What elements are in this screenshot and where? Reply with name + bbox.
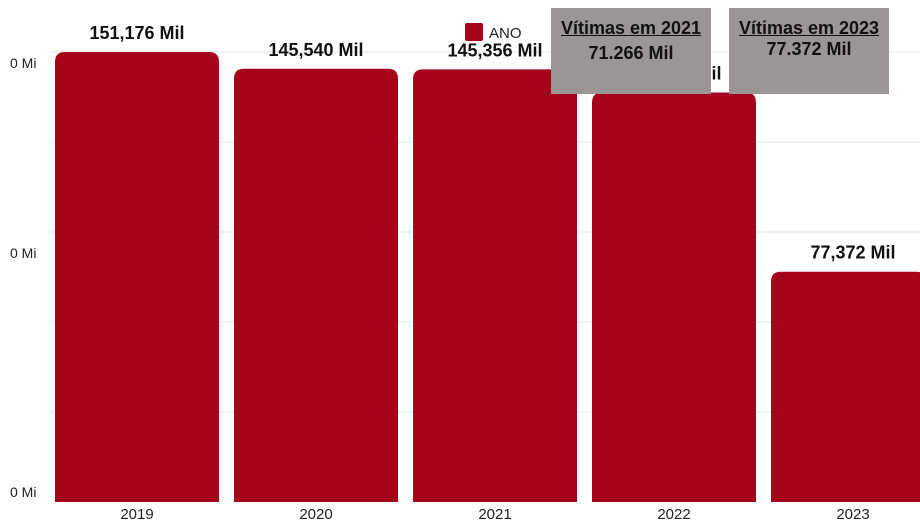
- card-title-2021: Vítimas em 2021: [560, 18, 702, 38]
- card-value-2021: 71.266 Mil: [588, 43, 674, 63]
- x-tick-label-2023: 2023: [836, 506, 869, 520]
- card-2023: Vítimas em 2023 77.372 Mil: [729, 8, 889, 94]
- legend-label: ANO: [489, 25, 522, 42]
- card-value-2023: 77.372 Mil: [766, 39, 852, 59]
- y-tick-label-0: 0 Mi: [10, 55, 36, 71]
- y-tick-label-1: 0 Mi: [10, 245, 36, 261]
- x-tick-label-2021: 2021: [478, 506, 511, 520]
- card-2021: Vítimas em 2021 71.266 Mil: [551, 8, 711, 94]
- data-label-2021: 145,356 Mil: [447, 40, 542, 60]
- bar-2019: [55, 52, 219, 502]
- card-title-2023: Vítimas em 2023: [738, 18, 880, 38]
- x-tick-label-2019: 2019: [120, 506, 153, 520]
- y-tick-label-2: 0 Mi: [10, 484, 36, 500]
- data-label-2023: 77,372 Mil: [810, 243, 895, 263]
- bar-2020: [234, 68, 398, 502]
- bar-2022: [592, 92, 756, 502]
- legend-swatch: [465, 23, 483, 41]
- x-tick-label-2020: 2020: [299, 506, 332, 520]
- bar-2023: [771, 271, 920, 502]
- x-tick-label-2022: 2022: [657, 506, 690, 520]
- bar-2021: [413, 69, 577, 502]
- data-label-2019: 151,176 Mil: [89, 23, 184, 43]
- data-label-2020: 145,540 Mil: [268, 40, 363, 60]
